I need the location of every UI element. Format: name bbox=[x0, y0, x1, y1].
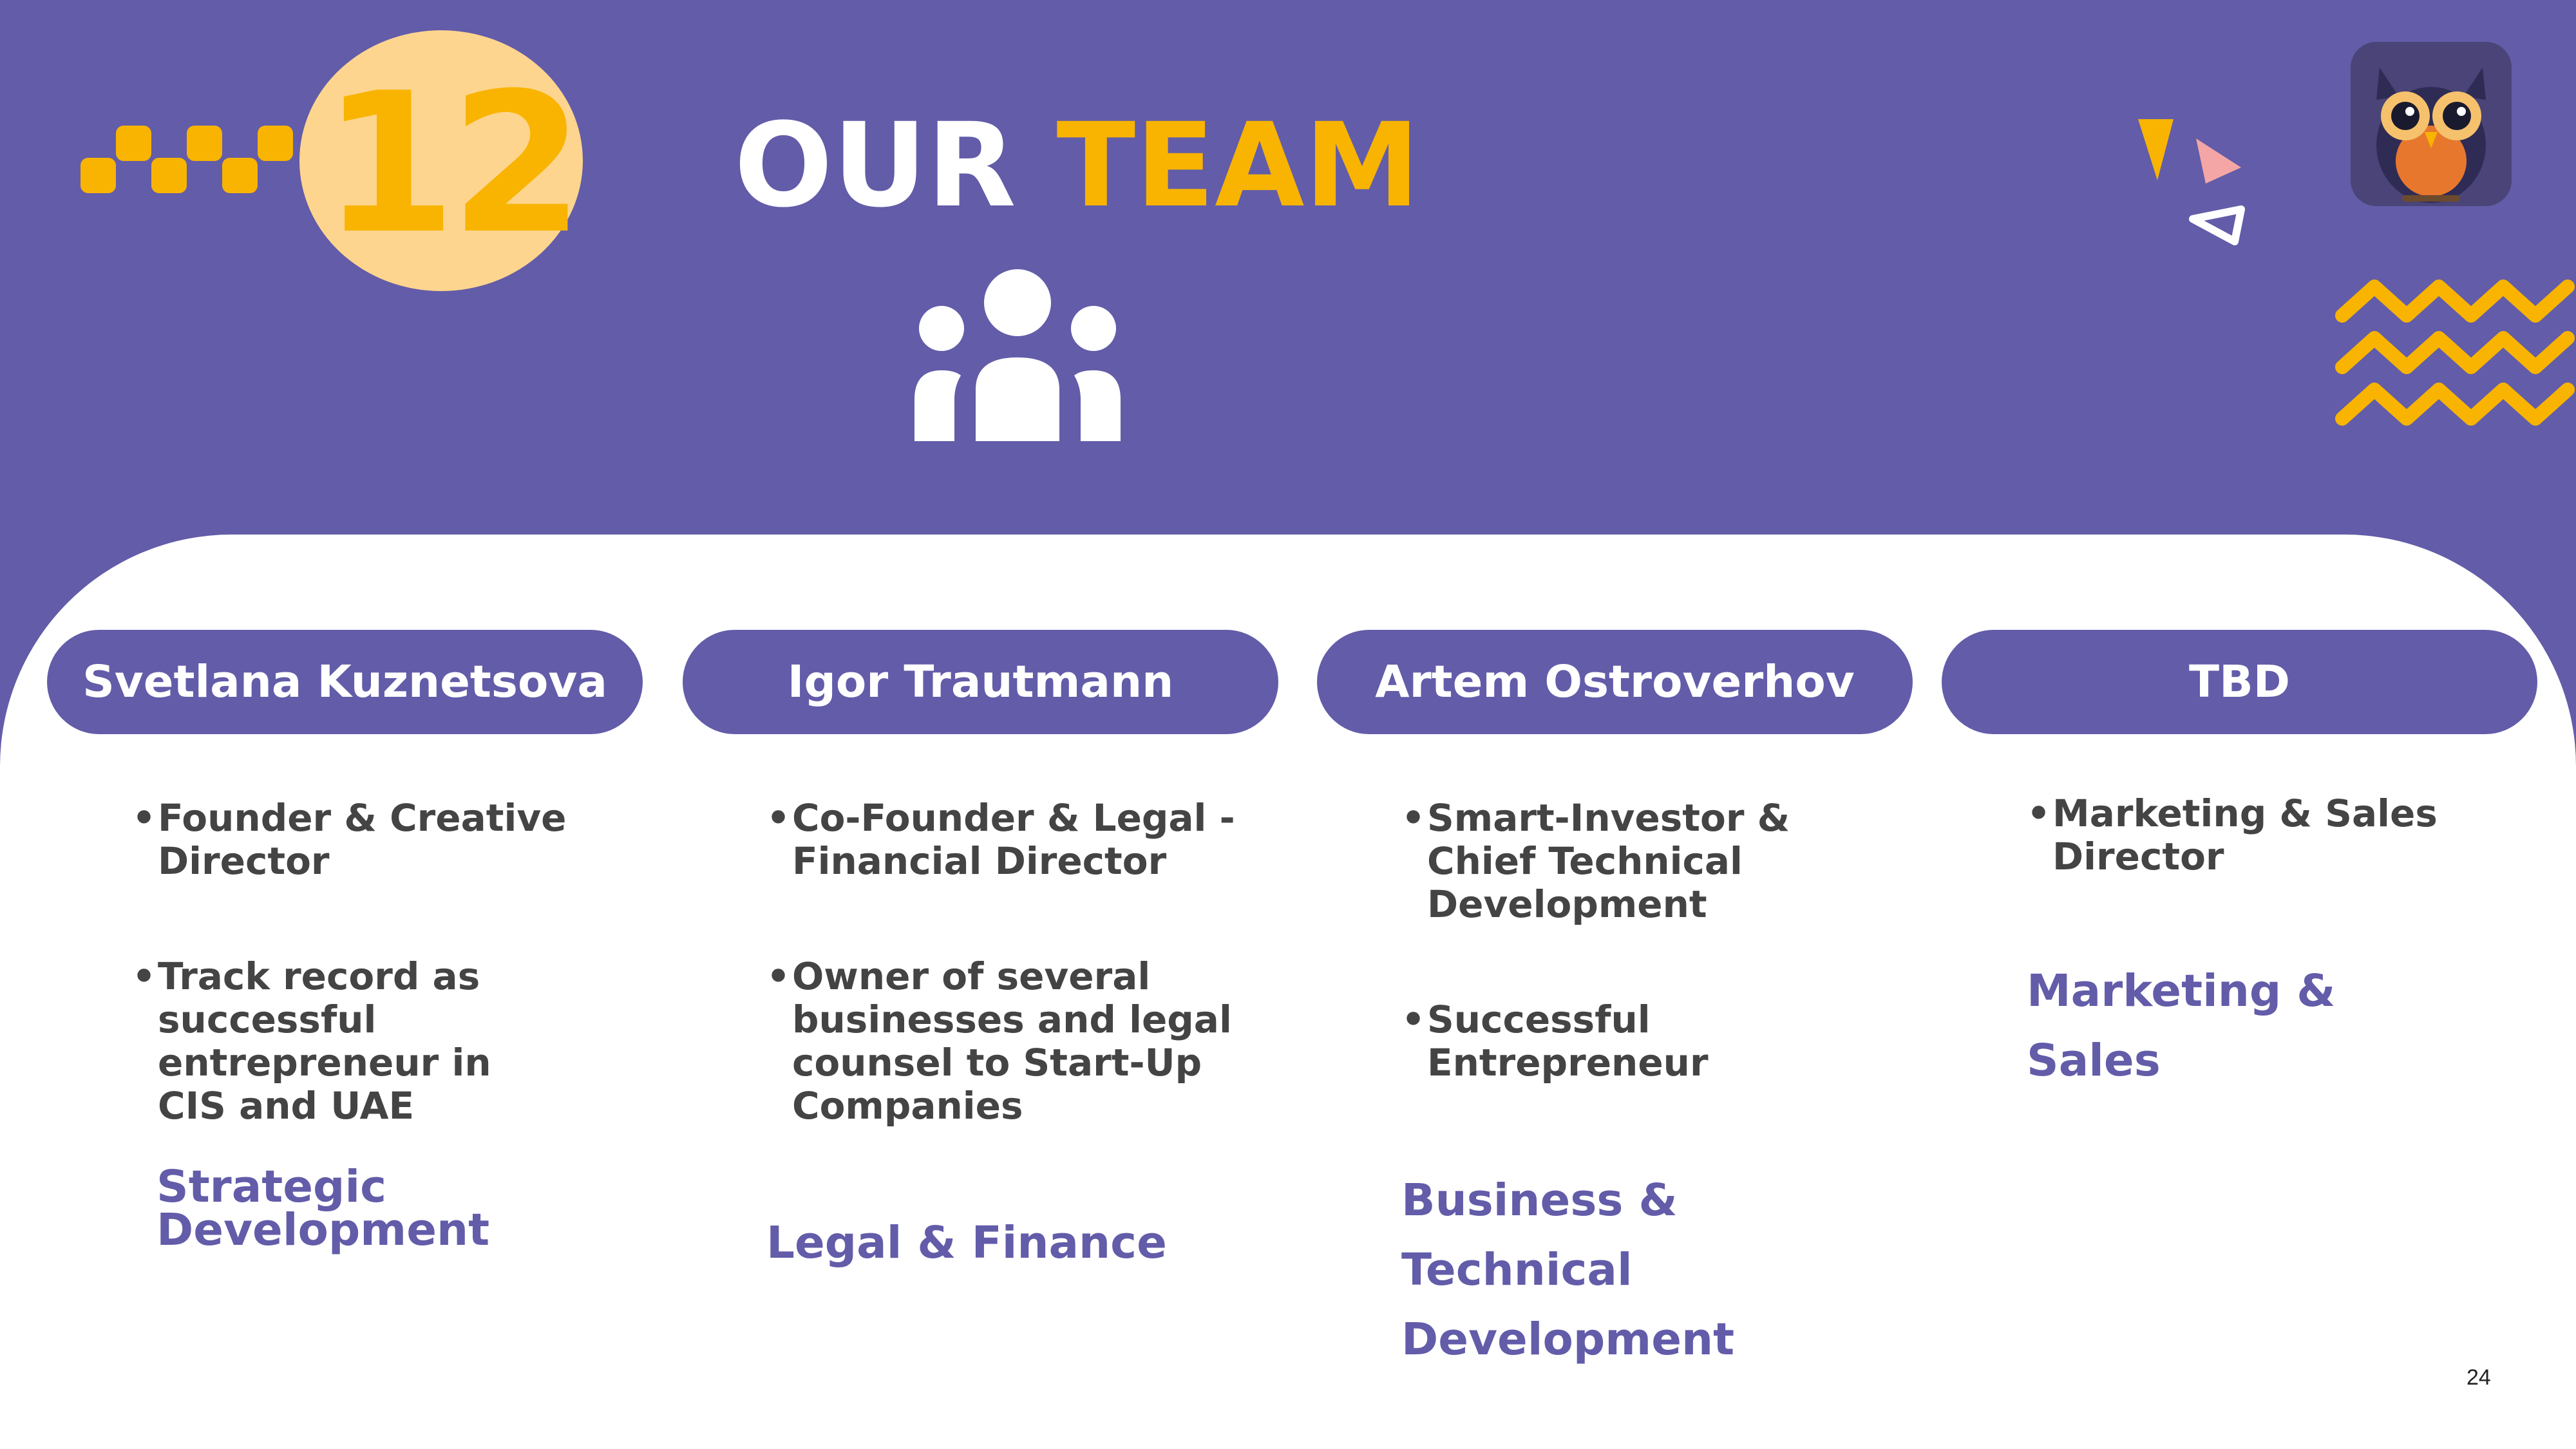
member-2-experience: Owner of several businesses and legal co… bbox=[766, 955, 1269, 1128]
zigzag-icon bbox=[2335, 279, 2575, 426]
member-2-role: Co-Founder & Legal - Financial Director bbox=[766, 797, 1269, 883]
member-3-experience: Successful Entrepreneur bbox=[1401, 998, 1749, 1084]
member-name-4: TBD bbox=[1942, 630, 2537, 734]
member-1-experience: Track record as successful entrepreneur … bbox=[132, 955, 557, 1128]
member-name-3: Artem Ostroverhov bbox=[1317, 630, 1913, 734]
member-name-1: Svetlana Kuznetsova bbox=[47, 630, 643, 734]
member-1-role: Founder & Creative Director bbox=[132, 797, 609, 883]
title-word-our: OUR bbox=[734, 99, 1016, 233]
checkered-dots-icon bbox=[80, 126, 293, 193]
owl-mascot-icon bbox=[2351, 42, 2512, 206]
page-title: OUR TEAM bbox=[734, 95, 1420, 237]
title-word-team: TEAM bbox=[1056, 99, 1420, 233]
team-icon bbox=[914, 269, 1121, 441]
member-3-role: Smart-Investor & Chief Technical Develop… bbox=[1401, 797, 1891, 926]
member-4-role: Marketing & Sales Director bbox=[2027, 792, 2503, 878]
member-1-area: Strategic Development bbox=[156, 1161, 490, 1256]
member-2-area: Legal & Finance bbox=[766, 1217, 1167, 1269]
page-number: 24 bbox=[2467, 1365, 2491, 1390]
section-badge bbox=[299, 30, 583, 291]
section-number: 12 bbox=[322, 52, 584, 276]
member-name-2: Igor Trautmann bbox=[683, 630, 1278, 734]
member-3-area: Business & Technical Development bbox=[1401, 1175, 1735, 1365]
member-4-area: Marketing & Sales bbox=[2027, 965, 2336, 1086]
confetti-icon bbox=[2138, 119, 2245, 245]
